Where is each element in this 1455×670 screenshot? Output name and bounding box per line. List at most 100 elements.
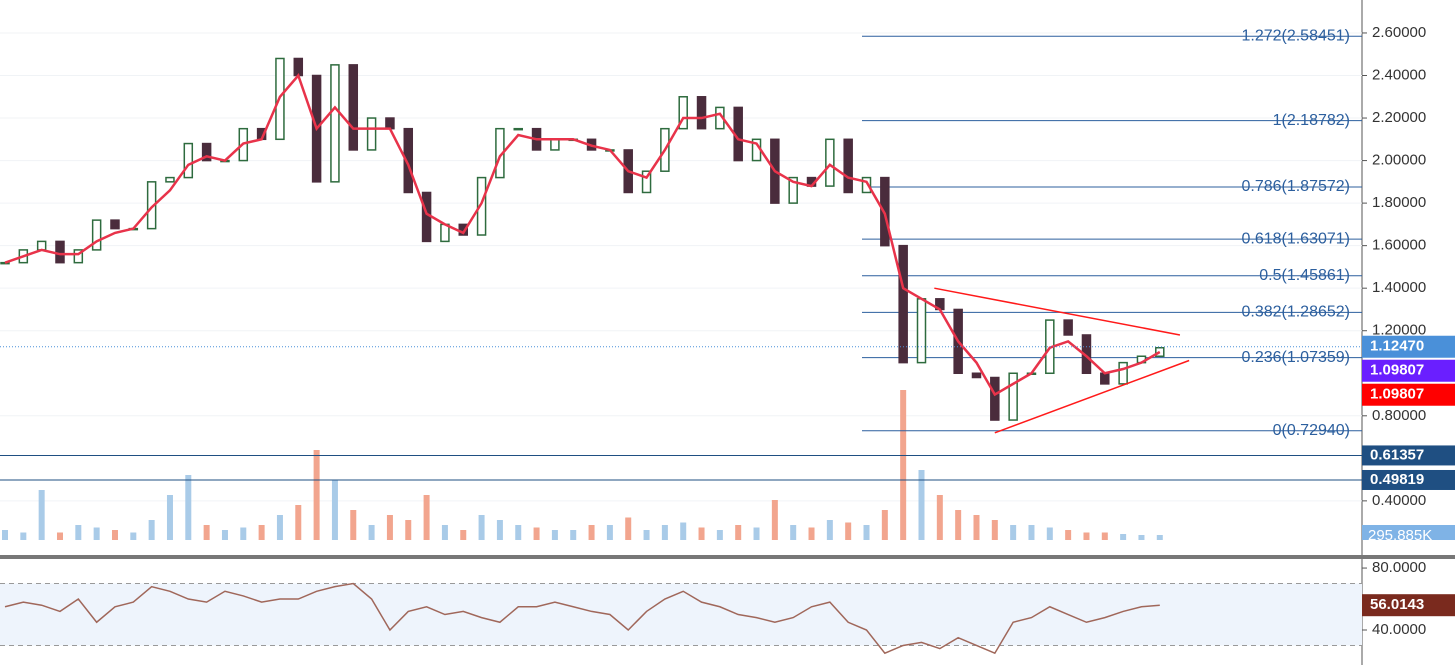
volume-bar (331, 480, 338, 540)
volume-bar (551, 530, 558, 540)
volume-bar (753, 527, 760, 540)
volume-bar (845, 522, 852, 540)
volume-bar (570, 530, 577, 540)
candle (513, 127, 523, 131)
volume-bar (276, 515, 283, 540)
volume-bar (423, 495, 430, 540)
volume-bar (606, 525, 613, 540)
candle (201, 142, 212, 162)
volume-bar (698, 527, 705, 540)
volume-bar (881, 510, 888, 540)
volume-bar (1065, 530, 1072, 540)
volume-bar (203, 525, 210, 540)
volume-bar (1156, 535, 1163, 540)
y-tick-label: 2.40000 (1372, 66, 1426, 83)
candle (403, 127, 414, 194)
price-badge (1362, 445, 1455, 466)
volume-bar (405, 520, 412, 540)
volume-bar (1138, 535, 1145, 540)
candle (385, 117, 395, 130)
volume-bar (936, 495, 943, 540)
volume-bar (38, 490, 45, 540)
rsi-badge (1362, 594, 1455, 617)
y-tick-label: 2.00000 (1372, 152, 1426, 169)
volume-bar (661, 525, 668, 540)
volume-bar (295, 505, 302, 540)
rsi-line (4, 582, 1160, 655)
volume-bar (900, 390, 907, 540)
rsi-tick-label: 80.0000 (1372, 559, 1426, 576)
candle (110, 219, 120, 230)
volume-bar (56, 532, 63, 540)
fib-label: 0.382(1.28652) (1241, 304, 1350, 321)
candle (55, 240, 65, 264)
volume-bar (955, 510, 962, 540)
y-tick-label: 1.40000 (1372, 279, 1426, 296)
volume-bar (1101, 532, 1108, 540)
volume-bar (166, 495, 173, 540)
volume-bar (863, 525, 870, 540)
marker-badge (1362, 383, 1455, 406)
volume-bar (185, 475, 192, 540)
price-badge-label: 0.61357 (1370, 446, 1424, 463)
volume-bar (496, 520, 503, 540)
rsi-badge-label: 56.0143 (1370, 596, 1424, 613)
marker-badge (1362, 359, 1455, 382)
candle (1063, 319, 1073, 336)
volume-bar (973, 515, 980, 540)
candle (421, 191, 432, 243)
candle (788, 176, 798, 204)
volume-bar (2, 530, 8, 540)
y-tick-label: 1.80000 (1372, 194, 1426, 211)
marker-badge-label: 1.09807 (1370, 386, 1424, 403)
fib-label: 0.786(1.87572) (1241, 178, 1350, 195)
pane-divider (0, 555, 1455, 559)
volume-bar (808, 527, 815, 540)
volume-bar (1120, 534, 1127, 540)
candle (861, 176, 872, 194)
volume-bar (313, 450, 320, 540)
candle (843, 138, 853, 194)
volume-bar (1083, 532, 1090, 540)
candle (1100, 372, 1110, 385)
fib-label: 0.618(1.63071) (1241, 230, 1350, 247)
volume-bar (515, 525, 522, 540)
candle (476, 176, 487, 236)
fib-label: 1(2.18782) (1273, 112, 1350, 129)
candle (1155, 346, 1165, 357)
volume-bar (680, 522, 687, 540)
volume-bar (350, 510, 357, 540)
moving-average (4, 73, 1161, 397)
volume-bar (625, 517, 632, 540)
volume-badge (1362, 525, 1455, 540)
fib-label: 0(0.72940) (1273, 422, 1350, 439)
volume-bar (716, 530, 723, 540)
marker-badge-label: 1.09807 (1370, 362, 1424, 379)
volume-bar (240, 527, 247, 540)
volume-bar (148, 520, 155, 540)
volume-bar (368, 525, 375, 540)
y-tick-label: 1.60000 (1372, 237, 1426, 254)
fib-label: 1.272(2.58451) (1241, 27, 1350, 44)
volume-bar (221, 530, 228, 540)
volume-bar (588, 525, 595, 540)
trendline (934, 287, 1181, 336)
candle (825, 138, 835, 187)
volume-bar (130, 532, 137, 540)
candle (1008, 372, 1018, 421)
volume-bar (1028, 525, 1035, 540)
rsi-band (0, 583, 1362, 646)
candle (696, 96, 707, 130)
volume-bar (533, 527, 540, 540)
candle (678, 96, 688, 130)
volume-bar (1046, 527, 1053, 540)
candle (183, 142, 194, 179)
candle (990, 376, 1000, 421)
price-badge-label: 0.49819 (1370, 471, 1424, 488)
volume-bar (441, 525, 448, 540)
volume-bar (386, 515, 393, 540)
volume-bar (826, 520, 833, 540)
price-badge (1362, 335, 1455, 358)
candle (550, 138, 560, 151)
